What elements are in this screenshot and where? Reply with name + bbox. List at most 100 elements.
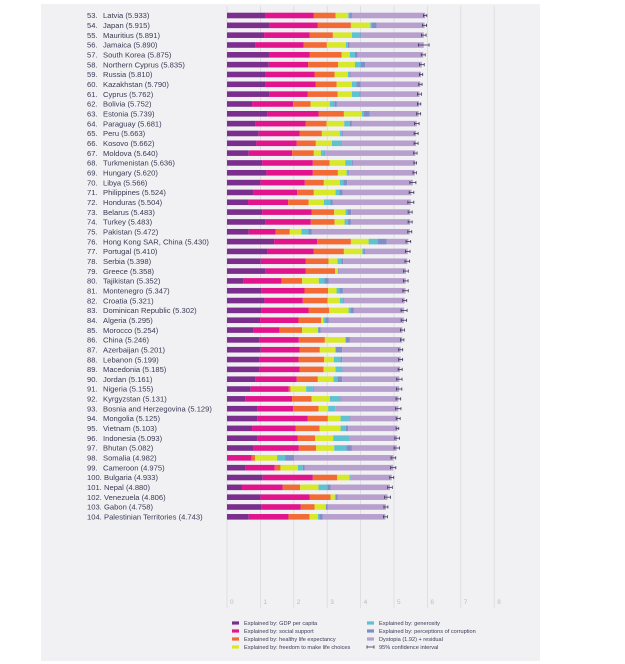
bar-segment-gdp: [227, 130, 259, 137]
country-label: Algeria (5.295): [103, 316, 153, 325]
bar-row-102: [227, 494, 391, 500]
bar-segment-gdp: [227, 346, 261, 353]
country-label: Somalia (4.982): [103, 454, 157, 463]
bar-segment-health: [315, 81, 337, 88]
bar-segment-generosity: [336, 287, 340, 294]
bar-segment-freedom: [316, 445, 335, 451]
legend-swatch: [232, 637, 239, 641]
country-label: Croatia (5.321): [103, 296, 154, 305]
rank-label: 69.: [87, 168, 98, 177]
bar-segment-generosity: [345, 337, 346, 343]
bar-segment-corruption: [341, 130, 343, 137]
bar-segment-social: [262, 474, 313, 481]
bar-segment-corruption: [348, 415, 350, 422]
country-label: Bulgaria (4.933): [104, 473, 159, 482]
bar-segment-gdp: [227, 386, 251, 392]
bar-segment-residual: [351, 445, 397, 451]
bar-segment-residual: [361, 32, 424, 38]
rank-label: 93.: [87, 404, 98, 413]
bar-segment-freedom: [289, 228, 302, 235]
bar-segment-health: [300, 504, 315, 510]
bar-segment-social: [262, 160, 313, 166]
bar-segment-health: [313, 12, 336, 19]
rank-label: 75.: [87, 227, 98, 236]
bar-segment-residual: [343, 297, 405, 304]
country-label: Macedonia (5.185): [103, 365, 167, 374]
bar-segment-health: [305, 268, 336, 274]
bar-segment-health: [302, 297, 328, 304]
bar-segment-gdp: [227, 474, 263, 481]
bar-segment-freedom: [302, 327, 318, 333]
rank-label: 82.: [87, 296, 98, 305]
bar-segment-generosity: [323, 317, 326, 324]
bar-segment-health: [318, 111, 344, 117]
bar-segment-gdp: [227, 120, 256, 127]
bar-segment-generosity: [318, 484, 328, 491]
legend-label: Explained by: healthy life expectancy: [244, 637, 336, 643]
bar-segment-social: [274, 238, 318, 245]
rank-label: 86.: [87, 336, 98, 345]
bar-segment-residual: [343, 258, 408, 265]
bar-row-96: [227, 435, 400, 441]
bar-segment-corruption: [371, 22, 377, 29]
bar-segment-health: [297, 189, 314, 196]
bar-segment-generosity: [351, 91, 360, 97]
legend-swatch: [367, 637, 374, 641]
bar-segment-freedom: [324, 337, 346, 343]
rank-label: 80.: [87, 277, 98, 286]
bar-segment-residual: [342, 287, 406, 294]
bar-segment-freedom: [350, 22, 371, 29]
bar-segment-freedom: [350, 238, 369, 245]
bar-segment-generosity: [328, 405, 336, 412]
bar-segment-corruption: [312, 386, 314, 392]
bar-segment-corruption: [335, 494, 338, 500]
bar-segment-health: [309, 494, 331, 500]
country-label: Nepal (4.880): [104, 483, 150, 492]
bar-segment-generosity: [362, 248, 364, 255]
bar-segment-generosity: [335, 346, 336, 353]
bar-segment-gdp: [227, 219, 266, 225]
bar-segment-generosity: [339, 130, 342, 137]
bar-segment-social: [264, 297, 303, 304]
bar-segment-corruption: [319, 514, 323, 520]
bar-segment-corruption: [345, 425, 349, 432]
bar-segment-social: [257, 415, 308, 422]
bar-segment-generosity: [334, 445, 347, 451]
bar-segment-generosity: [348, 12, 350, 19]
bar-row-72: [227, 199, 415, 206]
bar-row-70: [227, 179, 417, 186]
bar-segment-residual: [336, 101, 420, 107]
bar-row-77: [227, 248, 411, 255]
bar-segment-residual: [328, 317, 404, 324]
x-tick-label: 2: [297, 599, 301, 606]
bar-segment-health: [305, 120, 327, 127]
legend-swatch: [232, 645, 239, 649]
bar-segment-health: [313, 248, 344, 255]
bar-segment-generosity: [354, 61, 361, 68]
bar-segment-residual: [338, 268, 406, 274]
bar-row-84: [227, 317, 407, 324]
bar-segment-gdp: [227, 101, 253, 107]
bar-segment-gdp: [227, 484, 243, 491]
bar-segment-corruption: [340, 356, 343, 363]
bar-segment-health: [317, 22, 351, 29]
bar-segment-residual: [360, 81, 421, 88]
bar-segment-generosity: [333, 376, 338, 383]
legend-label: Explained by: GDP per capita: [244, 621, 318, 627]
rank-label: 67.: [87, 149, 98, 158]
bar-segment-freedom: [280, 464, 298, 471]
country-label: Belarus (5.483): [103, 208, 155, 217]
bar-segment-corruption: [348, 169, 350, 176]
country-label: Greece (5.358): [103, 267, 155, 276]
country-label: Montenegro (5.347): [103, 286, 170, 295]
bar-segment-gdp: [227, 504, 262, 510]
rank-label: 85.: [87, 326, 98, 335]
bar-segment-corruption: [363, 248, 365, 255]
bar-segment-residual: [364, 248, 408, 255]
bar-segment-social: [264, 32, 310, 38]
bar-segment-residual: [340, 396, 399, 402]
country-label: Mongolia (5.125): [103, 414, 160, 423]
x-tick-label: 7: [464, 599, 468, 606]
country-label: Hong Kong SAR, China (5.430): [103, 237, 209, 246]
bar-segment-social: [269, 52, 310, 58]
